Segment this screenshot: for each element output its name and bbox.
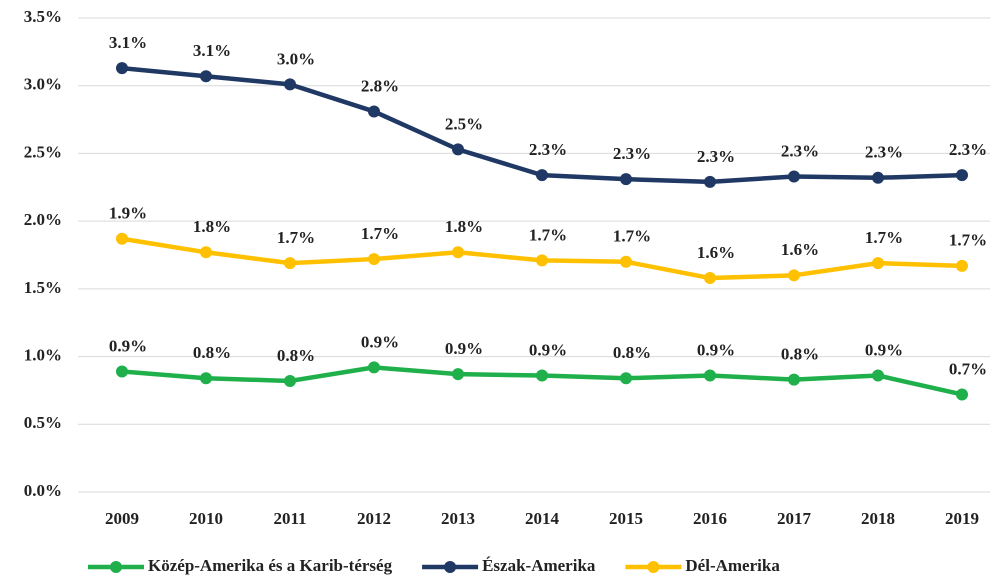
point xyxy=(788,269,800,282)
point xyxy=(200,246,212,259)
data-label: 0.9% xyxy=(361,332,399,351)
data-label: 0.9% xyxy=(865,340,903,359)
data-label: 1.7% xyxy=(865,228,903,247)
point xyxy=(620,173,632,186)
data-label: 1.6% xyxy=(697,243,735,262)
data-label: 1.8% xyxy=(193,217,231,236)
x-tick-label: 2012 xyxy=(357,509,391,528)
legend-marker xyxy=(444,561,457,573)
point xyxy=(200,372,212,385)
point xyxy=(788,373,800,386)
point xyxy=(452,246,464,259)
data-label: 0.8% xyxy=(781,345,819,364)
point xyxy=(956,169,968,182)
point xyxy=(284,257,296,270)
point xyxy=(872,369,884,382)
point xyxy=(704,175,716,188)
x-tick-label: 2017 xyxy=(777,509,812,528)
data-label: 1.7% xyxy=(529,225,567,244)
data-label: 2.5% xyxy=(445,114,483,133)
point xyxy=(452,368,464,381)
y-tick-label: 0.5% xyxy=(24,413,62,432)
point xyxy=(704,369,716,382)
point xyxy=(788,170,800,183)
point xyxy=(116,365,128,378)
point xyxy=(956,259,968,272)
point xyxy=(536,169,548,182)
x-tick-label: 2010 xyxy=(189,509,223,528)
data-label: 2.3% xyxy=(781,141,819,160)
y-tick-label: 1.0% xyxy=(24,345,62,364)
y-tick-label: 3.5% xyxy=(24,7,62,26)
data-label: 2.3% xyxy=(697,147,735,166)
data-label: 3.1% xyxy=(193,41,231,60)
data-label: 0.8% xyxy=(193,343,231,362)
data-label: 0.8% xyxy=(613,343,651,362)
data-label: 2.3% xyxy=(949,140,987,159)
x-tick-label: 2013 xyxy=(441,509,475,528)
data-label: 0.9% xyxy=(445,339,483,358)
data-label: 1.6% xyxy=(781,240,819,259)
point xyxy=(368,253,380,266)
x-tick-label: 2015 xyxy=(609,509,643,528)
point xyxy=(452,143,464,156)
data-label: 2.3% xyxy=(865,143,903,162)
y-tick-label: 2.5% xyxy=(24,142,62,161)
series-line xyxy=(121,65,963,185)
y-tick-label: 1.5% xyxy=(24,278,62,297)
data-label: 1.7% xyxy=(361,224,399,243)
x-tick-label: 2009 xyxy=(105,509,139,528)
data-label: 0.9% xyxy=(529,340,567,359)
data-label: 1.7% xyxy=(613,227,651,246)
x-tick-label: 2014 xyxy=(525,509,560,528)
data-label: 3.1% xyxy=(109,33,147,52)
point xyxy=(116,62,128,75)
data-label: 3.0% xyxy=(277,49,315,68)
point xyxy=(956,388,968,401)
data-label: 2.8% xyxy=(361,76,399,95)
point xyxy=(284,374,296,387)
y-tick-label: 0.0% xyxy=(24,481,62,500)
x-tick-label: 2011 xyxy=(273,509,306,528)
x-tick-label: 2016 xyxy=(693,509,727,528)
data-label: 2.3% xyxy=(613,144,651,163)
data-label: 1.8% xyxy=(445,217,483,236)
point xyxy=(368,361,380,374)
y-tick-label: 3.0% xyxy=(24,75,62,94)
point xyxy=(368,105,380,118)
point xyxy=(536,254,548,267)
point xyxy=(872,257,884,270)
x-tick-label: 2019 xyxy=(945,509,979,528)
data-label: 1.7% xyxy=(949,231,987,250)
data-label: 0.8% xyxy=(277,346,315,365)
point xyxy=(284,78,296,91)
point xyxy=(536,369,548,382)
data-label: 1.7% xyxy=(277,228,315,247)
legend-label: Közép-Amerika és a Karib-térség xyxy=(148,556,393,575)
data-label: 2.3% xyxy=(529,140,567,159)
data-label: 0.9% xyxy=(697,340,735,359)
point xyxy=(200,70,212,83)
legend-label: Észak-Amerika xyxy=(482,556,596,575)
point xyxy=(872,171,884,184)
x-tick-label: 2018 xyxy=(861,509,895,528)
legend-marker xyxy=(110,561,122,573)
data-label: 0.7% xyxy=(949,359,987,378)
data-label: 0.9% xyxy=(109,336,147,355)
legend-label: Dél-Amerika xyxy=(685,556,780,575)
point xyxy=(704,272,716,285)
data-label: 1.9% xyxy=(109,204,147,223)
point xyxy=(620,255,632,268)
point xyxy=(620,372,632,385)
legend-marker xyxy=(647,561,660,573)
point xyxy=(116,232,128,245)
y-tick-label: 2.0% xyxy=(24,210,62,229)
